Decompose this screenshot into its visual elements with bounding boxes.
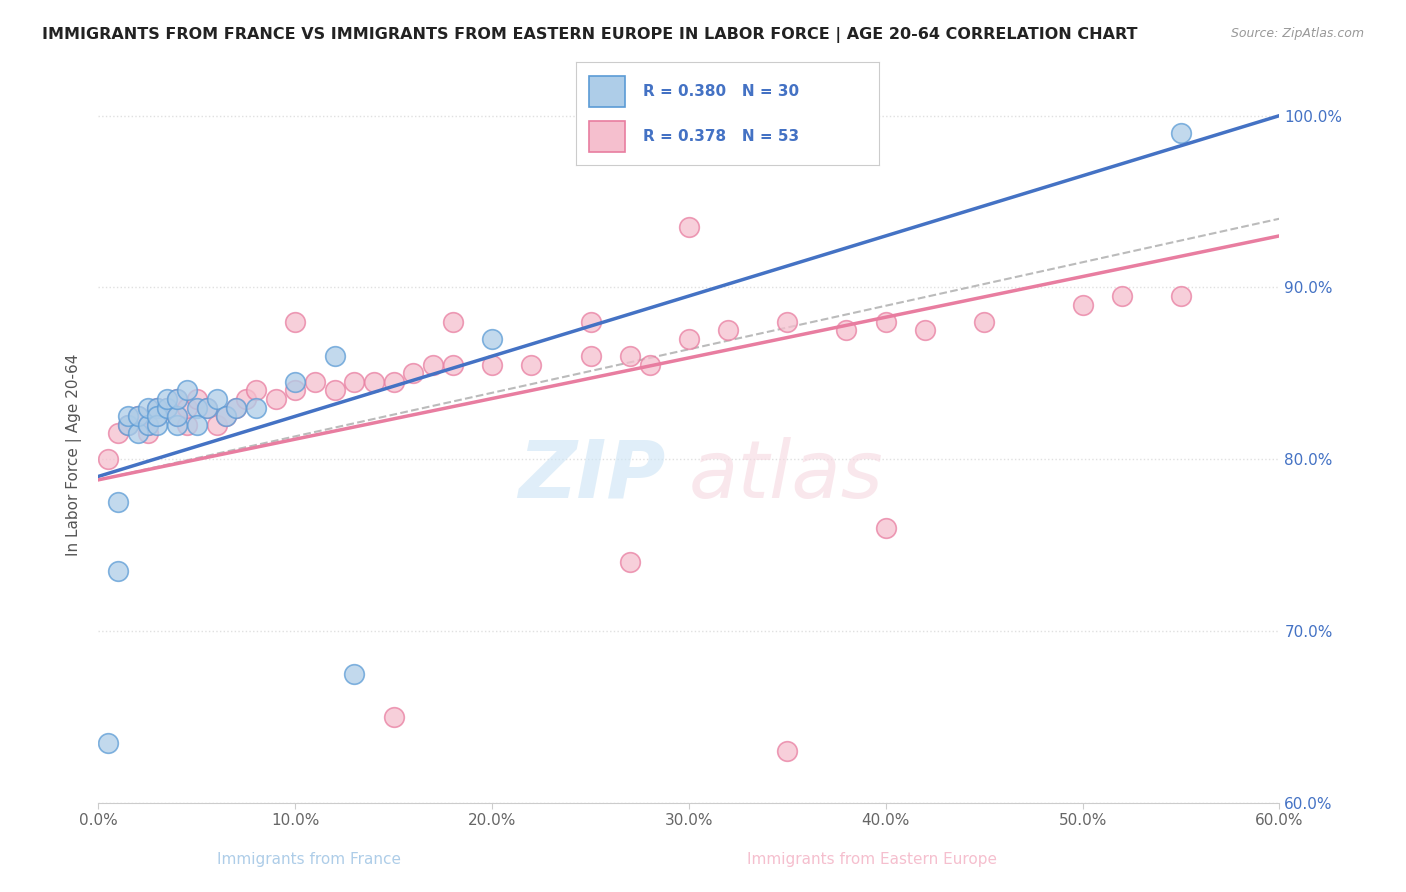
Point	[166, 392, 188, 406]
Point	[422, 358, 444, 372]
Point	[146, 401, 169, 415]
Point	[146, 409, 169, 424]
Point	[205, 392, 228, 406]
Point	[678, 220, 700, 235]
Point	[382, 710, 405, 724]
Text: ZIP: ZIP	[517, 437, 665, 515]
Point	[117, 409, 139, 424]
Point	[914, 323, 936, 337]
Point	[579, 349, 602, 363]
Point	[117, 417, 139, 432]
Point	[245, 401, 267, 415]
Point	[245, 384, 267, 398]
Point	[441, 358, 464, 372]
Point	[127, 426, 149, 441]
Text: Source: ZipAtlas.com: Source: ZipAtlas.com	[1230, 27, 1364, 40]
Text: R = 0.380   N = 30: R = 0.380 N = 30	[643, 84, 799, 99]
Point	[343, 667, 366, 681]
Point	[1170, 289, 1192, 303]
Point	[156, 401, 179, 415]
Point	[284, 384, 307, 398]
Point	[176, 401, 198, 415]
Point	[166, 409, 188, 424]
Text: Immigrants from France: Immigrants from France	[218, 852, 401, 867]
Point	[166, 409, 188, 424]
Point	[136, 426, 159, 441]
Text: Immigrants from Eastern Europe: Immigrants from Eastern Europe	[747, 852, 997, 867]
Point	[107, 495, 129, 509]
Point	[717, 323, 740, 337]
Point	[136, 417, 159, 432]
Point	[363, 375, 385, 389]
Text: IMMIGRANTS FROM FRANCE VS IMMIGRANTS FROM EASTERN EUROPE IN LABOR FORCE | AGE 20: IMMIGRANTS FROM FRANCE VS IMMIGRANTS FRO…	[42, 27, 1137, 43]
Point	[136, 417, 159, 432]
Point	[136, 401, 159, 415]
Point	[195, 401, 218, 415]
Point	[638, 358, 661, 372]
Point	[678, 332, 700, 346]
Point	[1170, 126, 1192, 140]
Point	[323, 349, 346, 363]
Point	[127, 409, 149, 424]
Text: atlas: atlas	[689, 437, 884, 515]
Point	[127, 409, 149, 424]
Point	[205, 417, 228, 432]
Point	[973, 315, 995, 329]
Point	[176, 384, 198, 398]
Point	[146, 409, 169, 424]
Point	[382, 375, 405, 389]
Point	[156, 401, 179, 415]
Text: R = 0.378   N = 53: R = 0.378 N = 53	[643, 128, 799, 144]
Point	[402, 367, 425, 381]
Point	[215, 409, 238, 424]
Point	[225, 401, 247, 415]
Y-axis label: In Labor Force | Age 20-64: In Labor Force | Age 20-64	[66, 354, 83, 556]
Point	[166, 417, 188, 432]
Point	[875, 521, 897, 535]
Point	[97, 452, 120, 467]
Point	[117, 417, 139, 432]
Point	[195, 401, 218, 415]
Point	[776, 744, 799, 758]
Point	[441, 315, 464, 329]
Point	[264, 392, 287, 406]
Point	[1071, 297, 1094, 311]
Point	[225, 401, 247, 415]
Point	[186, 417, 208, 432]
Bar	[589, 121, 624, 152]
Point	[481, 358, 503, 372]
Point	[1111, 289, 1133, 303]
Point	[146, 417, 169, 432]
Point	[176, 417, 198, 432]
Point	[579, 315, 602, 329]
Point	[107, 426, 129, 441]
Point	[875, 315, 897, 329]
Point	[835, 323, 858, 337]
Point	[186, 392, 208, 406]
Point	[481, 332, 503, 346]
Point	[215, 409, 238, 424]
Point	[776, 315, 799, 329]
Point	[186, 401, 208, 415]
Point	[343, 375, 366, 389]
Point	[107, 564, 129, 578]
Point	[156, 392, 179, 406]
Point	[304, 375, 326, 389]
Point	[619, 555, 641, 569]
Point	[97, 736, 120, 750]
Point	[284, 315, 307, 329]
Point	[166, 392, 188, 406]
Point	[619, 349, 641, 363]
Point	[520, 358, 543, 372]
Point	[235, 392, 257, 406]
Bar	[589, 76, 624, 106]
Point	[284, 375, 307, 389]
Point	[323, 384, 346, 398]
Point	[146, 401, 169, 415]
